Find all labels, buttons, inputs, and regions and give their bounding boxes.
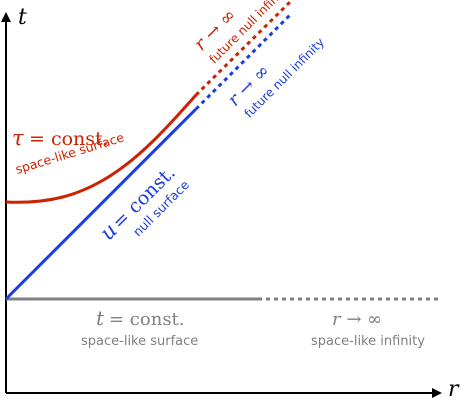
tau-var: τ [12, 126, 24, 150]
t-const-label-group: t = const. space-like surface [81, 306, 198, 349]
tau-label-group: τ = const. space-like surface [12, 126, 126, 177]
spacelike-infinity-label-group: r → ∞ space-like infinity [311, 309, 425, 349]
u-const-line [4, 107, 198, 301]
red-infinity-label-group: r → ∞ future null infinity [190, 0, 292, 66]
t-axis-label: t [18, 5, 27, 30]
u-label-group: u = const. null surface [95, 162, 192, 245]
tau-eq: = const. [29, 128, 109, 150]
t-const-desc: space-like surface [81, 334, 198, 349]
r-axis-label: r [448, 377, 460, 400]
spacelike-infinity-expr: r → ∞ [332, 309, 382, 330]
red-future-null-infinity-dotted [194, 0, 292, 97]
tau-const-curve [5, 94, 198, 204]
t-const-var: t [96, 306, 105, 330]
spacelike-infinity-desc: space-like infinity [311, 334, 425, 349]
blue-future-null-infinity-dotted [194, 13, 292, 111]
t-const-eq: = const. [109, 309, 185, 330]
